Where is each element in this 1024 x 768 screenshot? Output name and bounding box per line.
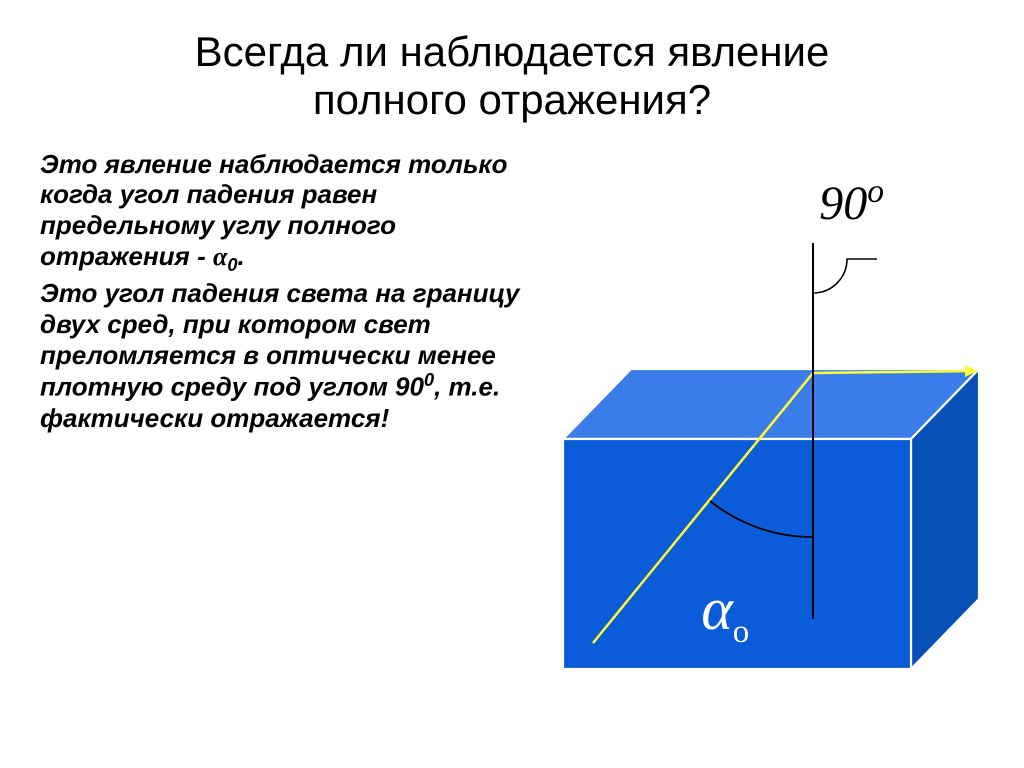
diagram-svg [529,143,989,703]
arc-90 [813,251,877,293]
content-row: Это явление наблюдается только когда уго… [0,143,1024,703]
alpha-0-label: αо [701,575,749,651]
cube-top-face [563,369,979,439]
alpha-char: α [701,576,733,642]
text-column: Это явление наблюдается только когда уго… [40,143,529,703]
paragraph-1: Это явление наблюдается только когда уго… [40,149,529,277]
title-line-2: полного отражения? [313,76,711,123]
p1-alpha: α [213,242,227,271]
p1-sub: 0 [227,255,237,275]
p2-sup: 0 [424,370,434,390]
p1-text: Это явление наблюдается только когда уго… [40,149,507,271]
diagram: 90о αо [529,143,984,703]
slide-title: Всегда ли наблюдается явление полного от… [0,0,1024,143]
paragraph-2: Это угол падения света на границу двух с… [40,278,529,433]
p1-dot: . [237,241,244,271]
title-line-1: Всегда ли наблюдается явление [195,28,830,75]
alpha-sub: о [733,614,750,650]
